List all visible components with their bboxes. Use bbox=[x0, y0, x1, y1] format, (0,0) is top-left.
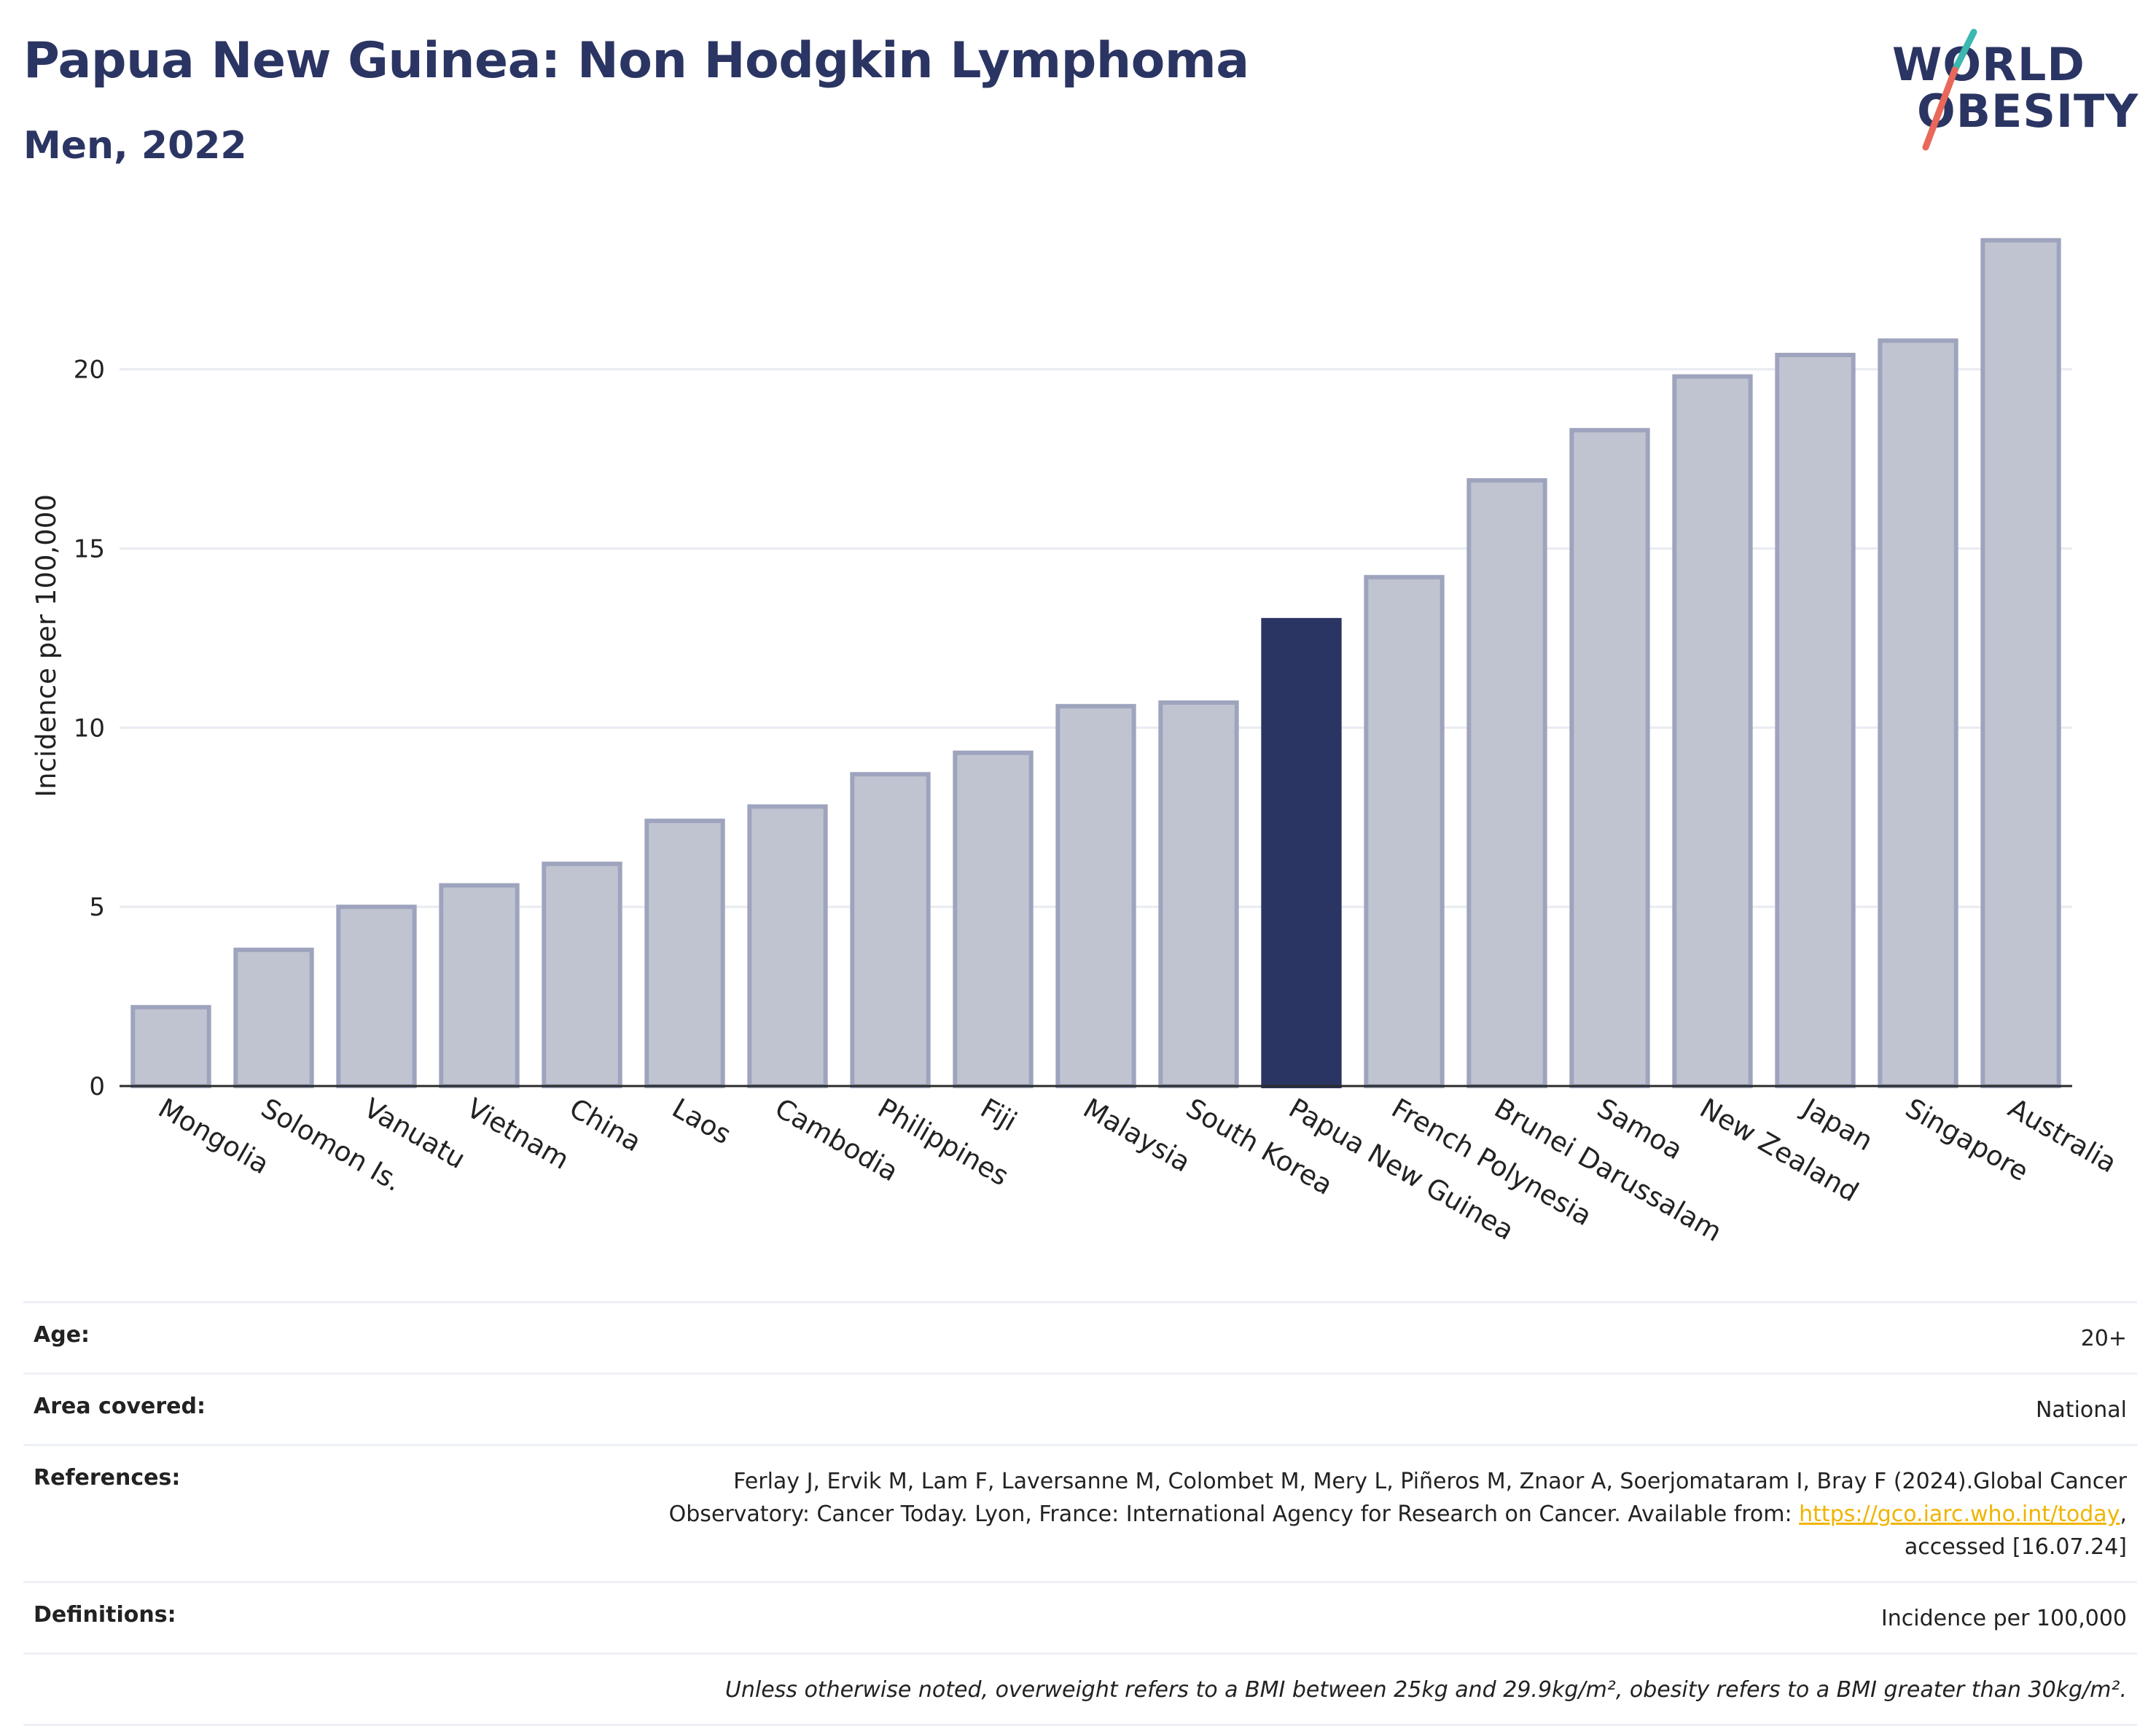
bar-cambodia bbox=[747, 804, 828, 1088]
area-label: Area covered: bbox=[34, 1394, 206, 1419]
world-obesity-logo: WORLD OBESITY bbox=[1892, 26, 2140, 157]
y-tick-label: 0 bbox=[89, 1072, 105, 1101]
bar-vietnam bbox=[439, 883, 520, 1088]
bar-australia bbox=[1980, 238, 2061, 1089]
x-tick-label: China bbox=[564, 1093, 647, 1158]
logo-slash-icon bbox=[1922, 28, 1977, 151]
meta-row-note: Unless otherwise noted, overweight refer… bbox=[23, 1652, 2137, 1726]
meta-row-definitions: Definitions: Incidence per 100,000 bbox=[23, 1581, 2137, 1652]
bar-brunei-darussalam bbox=[1466, 478, 1547, 1088]
chart-title: Papua New Guinea: Non Hodgkin Lymphoma bbox=[23, 32, 1249, 90]
references-line2-end: , bbox=[2120, 1502, 2127, 1527]
bar-singapore bbox=[1878, 338, 1958, 1089]
y-axis-title: Incidence per 100,000 bbox=[31, 494, 62, 797]
logo-line1: WORLD bbox=[1892, 38, 2085, 91]
bar-south-korea bbox=[1158, 700, 1239, 1088]
bar-solomon-is- bbox=[233, 948, 314, 1088]
x-tick-label: Fiji bbox=[975, 1093, 1022, 1138]
bar-malaysia bbox=[1055, 703, 1136, 1088]
bar-laos bbox=[644, 819, 725, 1088]
x-tick-label: Laos bbox=[667, 1093, 736, 1151]
x-tick-label: Japan bbox=[1796, 1092, 1878, 1157]
bar-philippines bbox=[850, 772, 931, 1088]
definitions-label: Definitions: bbox=[34, 1602, 176, 1628]
bar-papua-new-guinea bbox=[1261, 617, 1342, 1088]
bar-new-zealand bbox=[1672, 374, 1753, 1088]
chart-subtitle: Men, 2022 bbox=[23, 124, 247, 168]
bar-samoa bbox=[1569, 428, 1650, 1088]
references-line3: accessed [16.07.24] bbox=[1904, 1534, 2127, 1560]
references-line2: Observatory: Cancer Today. Lyon, France:… bbox=[668, 1502, 1800, 1527]
bars bbox=[130, 238, 2061, 1089]
references-value: Ferlay J, Ervik M, Lam F, Laversanne M, … bbox=[669, 1465, 2127, 1563]
x-tick-label: Mongolia bbox=[153, 1093, 274, 1181]
bar-china bbox=[542, 862, 622, 1088]
references-line1: Ferlay J, Ervik M, Lam F, Laversanne M, … bbox=[733, 1469, 2127, 1494]
x-tick-label: Vietnam bbox=[461, 1093, 574, 1176]
logo-line2: OBESITY bbox=[1917, 85, 2139, 138]
y-tick-label: 20 bbox=[74, 356, 105, 385]
bar-fiji bbox=[953, 750, 1034, 1088]
y-tick-label: 10 bbox=[74, 714, 105, 743]
definitions-value: Incidence per 100,000 bbox=[1880, 1606, 2127, 1631]
meta-row-references: References: Ferlay J, Ervik M, Lam F, La… bbox=[23, 1444, 2137, 1581]
x-tick-label: Malaysia bbox=[1078, 1093, 1196, 1179]
area-value: National bbox=[2035, 1397, 2127, 1423]
y-tick-label: 15 bbox=[74, 535, 105, 564]
meta-row-age: Age: 20+ bbox=[23, 1301, 2137, 1372]
meta-row-area: Area covered: National bbox=[23, 1372, 2137, 1444]
bar-mongolia bbox=[130, 1004, 211, 1089]
y-tick-label: 5 bbox=[89, 893, 105, 922]
bar-japan bbox=[1775, 353, 1856, 1088]
age-label: Age: bbox=[34, 1322, 90, 1348]
references-link[interactable]: https://gco.iarc.who.int/today bbox=[1799, 1502, 2120, 1527]
bar-french-polynesia bbox=[1364, 574, 1445, 1088]
bar-vanuatu bbox=[336, 905, 417, 1088]
bmi-note: Unless otherwise noted, overweight refer… bbox=[724, 1677, 2127, 1703]
metadata-table: Age: 20+ Area covered: National Referenc… bbox=[23, 1301, 2137, 1726]
age-value: 20+ bbox=[2080, 1326, 2127, 1351]
references-label: References: bbox=[34, 1465, 181, 1491]
